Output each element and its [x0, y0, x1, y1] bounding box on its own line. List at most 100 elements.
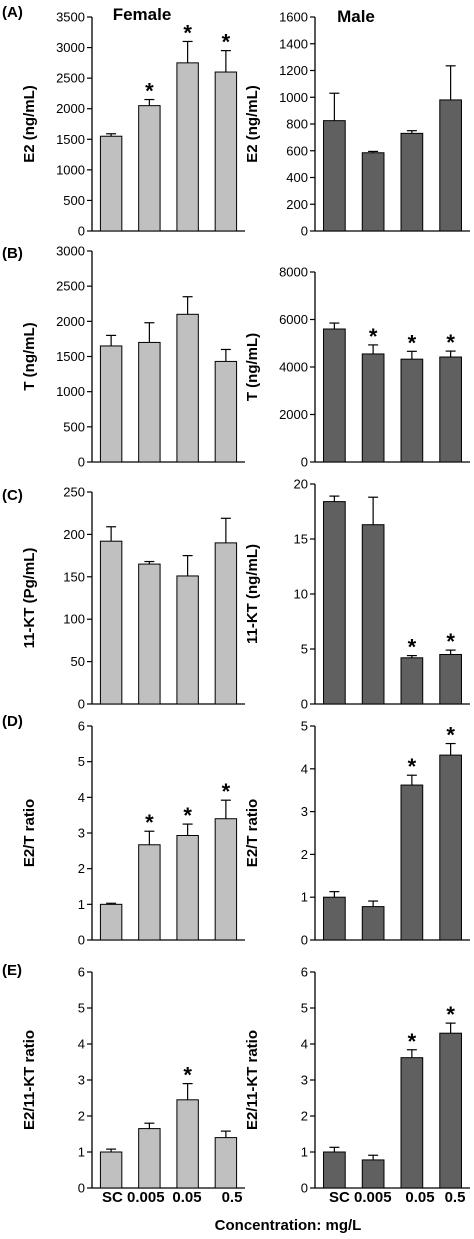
bar-e-male-0: [323, 1151, 346, 1189]
bar-a-male-0: [323, 120, 346, 232]
column-title-male: Male: [337, 7, 375, 26]
significance-star-c-male-3: *: [446, 629, 455, 654]
y-tick-label-e-female-2: 2: [78, 1109, 85, 1124]
y-tick-label-d-male-2: 2: [301, 847, 308, 862]
y-tick-label-a-male-2: 400: [286, 170, 308, 185]
bar-e-male-2: [400, 1057, 424, 1189]
y-tick-label-c-female-1: 50: [71, 654, 85, 669]
significance-star-d-male-3: *: [446, 723, 455, 748]
chart-d-female: 0 1 2 3 4 5 6 E2/T ratio * * *: [21, 719, 245, 948]
chart-a-male: 0 200 400 600 800 1000 1200 1400 1600 E2 (ng/mL): [244, 10, 470, 239]
y-tick-label-a-female-6: 3000: [56, 40, 85, 55]
y-tick-label-a-female-7: 3500: [56, 10, 85, 25]
y-tick-label-b-male-2: 4000: [279, 360, 308, 375]
category-label-male-0005: 0.005: [354, 1189, 392, 1206]
y-tick-label-a-male-4: 800: [286, 117, 308, 132]
y-tick-label-e-female-0: 0: [78, 1181, 85, 1196]
significance-star-b-male-2: *: [408, 330, 417, 355]
bar-d-male-2: [400, 784, 424, 941]
bar-d-male-3: [439, 754, 462, 941]
bar-c-male-2: [400, 657, 424, 705]
bar-e-female-1: [138, 1128, 161, 1189]
significance-star-a-female-3: *: [222, 30, 231, 55]
chart-e-female: 0 1 2 3 4 5 6 E2/11-KT ratio *: [21, 965, 245, 1196]
y-tick-label-b-female-4: 2000: [56, 314, 85, 329]
y-tick-label-c-male-1: 5: [301, 642, 308, 657]
y-tick-label-b-female-5: 2500: [56, 279, 85, 294]
category-label-female-sc: SC: [102, 1189, 123, 1206]
panel-label-c: (C): [2, 487, 23, 504]
significance-star-d-male-2: *: [408, 754, 417, 779]
y-tick-label-e-male-0: 0: [301, 1181, 308, 1196]
y-tick-label-d-female-4: 4: [78, 790, 85, 805]
y-axis-label-d-male: E2/T ratio: [244, 799, 261, 867]
category-label-male-sc: SC: [329, 1189, 350, 1206]
y-tick-label-a-female-1: 500: [63, 193, 85, 208]
panel-label-b: (B): [2, 245, 23, 262]
y-tick-label-e-female-6: 6: [78, 965, 85, 980]
bar-b-female-3: [214, 360, 238, 463]
bar-d-male-0: [323, 896, 346, 941]
y-tick-label-c-female-2: 100: [63, 612, 85, 627]
category-label-female-0005: 0.005: [127, 1189, 165, 1206]
bar-a-female-0: [99, 135, 123, 232]
bar-a-male-1: [361, 152, 385, 232]
bar-a-female-2: [176, 62, 199, 232]
bottom-category-labels: SC 0.005 0.05 0.5 SC 0.005 0.05 0.5: [102, 1189, 465, 1206]
y-tick-label-e-male-4: 4: [301, 1037, 308, 1052]
y-tick-label-a-male-1: 200: [286, 197, 308, 212]
chart-e-male: 0 1 2 3 4 5 6 E2/11-KT ratio * *: [244, 965, 470, 1196]
bar-e-male-3: [439, 1032, 462, 1189]
bar-b-male-3: [439, 356, 462, 463]
column-title-female: Female: [113, 5, 172, 24]
y-tick-label-c-female-5: 250: [63, 485, 85, 500]
y-tick-label-a-male-5: 1000: [279, 90, 308, 105]
y-tick-label-c-male-2: 10: [294, 587, 308, 602]
bar-a-male-2: [400, 132, 424, 232]
y-tick-label-e-male-6: 6: [301, 965, 308, 980]
y-tick-label-b-male-4: 8000: [279, 265, 308, 280]
bar-b-female-0: [99, 345, 123, 463]
y-tick-label-a-male-3: 600: [286, 143, 308, 158]
bar-a-female-1: [138, 105, 161, 232]
bar-e-female-3: [214, 1137, 238, 1189]
y-tick-label-d-female-6: 6: [78, 719, 85, 734]
y-tick-label-d-female-3: 3: [78, 826, 85, 841]
significance-star-e-female-2: *: [183, 1063, 192, 1088]
y-tick-label-e-male-2: 2: [301, 1109, 308, 1124]
y-tick-label-e-male-1: 1: [301, 1145, 308, 1160]
column-titles: Female Male: [113, 5, 375, 26]
bar-e-female-0: [99, 1151, 123, 1189]
y-tick-label-a-female-2: 1000: [56, 162, 85, 177]
y-tick-label-a-male-7: 1400: [279, 36, 308, 51]
y-axis-label-e-male: E2/11-KT ratio: [244, 1030, 261, 1130]
y-axis-label-b-male: T (ng/mL): [244, 333, 261, 401]
category-label-female-05: 0.5: [222, 1189, 243, 1206]
y-tick-label-a-female-0: 0: [78, 224, 85, 239]
y-tick-label-b-male-3: 6000: [279, 312, 308, 327]
significance-star-b-male-3: *: [446, 330, 455, 355]
y-axis-label-c-female: 11-KT (Pg/mL): [21, 548, 38, 649]
bar-b-male-2: [400, 358, 424, 463]
y-tick-label-a-male-8: 1600: [279, 10, 308, 25]
panel-labels: (A) (B) (C) (D) (E): [2, 4, 23, 979]
chart-d-male: 0 1 2 3 4 5 E2/T ratio * *: [244, 719, 470, 948]
significance-star-d-female-3: *: [222, 779, 231, 804]
chart-c-female: 0 50 100 150 200 250 11-KT (Pg/mL): [21, 485, 245, 712]
y-tick-label-c-female-4: 200: [63, 527, 85, 542]
y-tick-label-d-male-1: 1: [301, 890, 308, 905]
y-tick-label-b-male-1: 2000: [279, 407, 308, 422]
bar-d-female-2: [176, 834, 199, 941]
y-tick-label-c-male-3: 15: [294, 532, 308, 547]
bar-b-male-0: [323, 328, 346, 463]
bar-a-female-3: [214, 71, 238, 232]
bar-b-female-1: [138, 341, 161, 463]
y-tick-label-b-female-3: 1500: [56, 349, 85, 364]
y-tick-label-e-male-5: 5: [301, 1001, 308, 1016]
y-tick-label-d-female-1: 1: [78, 897, 85, 912]
y-tick-label-b-female-0: 0: [78, 455, 85, 470]
bar-c-female-2: [176, 575, 199, 705]
bar-c-female-1: [138, 563, 161, 705]
y-axis-label-b-female: T (ng/mL): [21, 322, 38, 390]
